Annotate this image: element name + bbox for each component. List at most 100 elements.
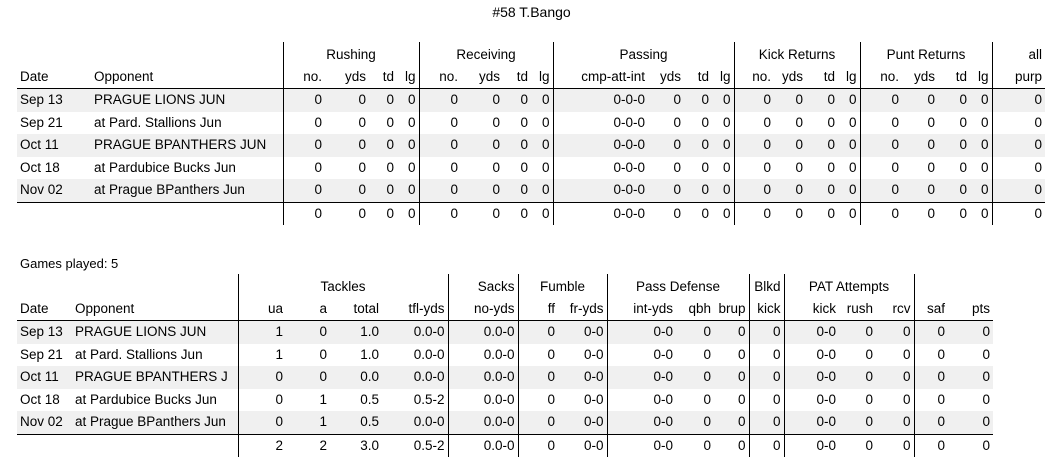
header-cell: no. [418,66,461,89]
offense-group-header-row: Rushing Receiving Passing Kick Returns P… [17,42,1045,66]
stat-cell: 0 [902,134,938,157]
stat-cell: 0 [517,388,558,411]
stat-cell: 0 [838,201,861,225]
stat-cell: 0 [876,320,915,344]
stat-cell: 0 [806,201,838,225]
stat-cell: 0 [838,179,861,202]
table-row: Oct 18 at Pardubice Bucks Jun 0 1 0.5 0.5-2 0.… [17,388,993,411]
date-cell: Nov 02 [17,411,72,434]
header-cell: lg [838,66,860,89]
date-cell: Sep 21 [20,346,63,362]
stat-cell: 0.0-0 [447,366,518,389]
stat-cell: 0 [531,111,554,134]
stat-cell: 0.0-0 [447,320,518,344]
stat-cell: 0 [517,343,558,366]
stat-cell: 0 [386,159,394,175]
date-cell: Sep 13 [17,320,72,344]
stat-cell: 0 [703,391,711,407]
offense-stats-table: Rushing Receiving Passing Kick Returns P… [17,42,1045,225]
stat-cell: 0 [838,134,861,157]
stat-cell: 0-0 [783,411,839,434]
group-pat-attempts: PAT Attempts [783,274,914,298]
stat-cell: 0 [795,159,803,175]
stat-cell: 0 [461,179,503,202]
header-cell: lg [531,66,553,89]
stat-cell: 2 [237,433,286,457]
stat-cell: 0 [712,179,735,202]
header-cell: no. [282,66,325,89]
stat-cell: 0.0-0 [382,320,449,344]
stat-cell: 0 [876,366,915,389]
stat-cell: 0 [748,343,784,366]
stat-cell: 1.0 [330,320,382,344]
stat-cell: 0-0 [606,433,676,457]
opponent-cell: PRAGUE LIONS JUN [91,88,283,112]
stat-cell: 0-0 [783,343,839,366]
stat-cell: 0 [913,411,948,434]
stat-cell: 0-0 [783,388,839,411]
opponent-cell: at Pardubice Bucks Jun [94,159,236,175]
group-kick-returns: Kick Returns [733,42,860,66]
stat-cell: 0.0 [330,366,382,389]
stat-cell: 0 [748,433,784,457]
opponent-cell: at Pardubice Bucks Jun [75,391,217,407]
stat-cell: 0 [774,201,806,225]
header-cell: purp [991,66,1045,89]
header-cell: td [684,66,712,89]
stat-cell: 0 [503,88,531,112]
stat-cell: 0.5-2 [382,388,449,411]
table-row: Sep 13 PRAGUE LIONS JUN 1 0 1.0 0.0-0 0.0-0 0 0-… [17,320,993,344]
stat-cell: 0-0 [783,320,839,344]
stat-cell: 0 [676,320,714,344]
stat-cell: 0 [386,114,394,130]
group-sacks: Sacks [447,274,518,298]
table-row: Oct 11 PRAGUE BPANTHERS JUN 0 0 0 0 0 0 0 0 0-0-0 0… [17,134,1045,157]
opponent-cell: PRAGUE BPANTHERS JUN [91,134,283,157]
stat-cell: 0 [369,179,397,202]
group-receiving: Receiving [418,42,553,66]
stat-cell: 0.0-0 [447,411,518,434]
header-cell: int-yds [606,298,676,321]
stat-cell: 1 [237,320,286,344]
stat-cell: 0 [991,134,1045,157]
header-cell: total [330,298,382,321]
stat-cell: 0 [461,88,503,112]
stat-cell: 3.0 [330,433,382,457]
stat-cell: 0 [839,433,876,457]
group-tackles: Tackles [237,274,448,298]
stat-cell: 0 [913,366,948,389]
header-cell: Opponent [91,66,283,89]
header-cell: kick [748,298,784,321]
stat-cell: 0 [237,388,286,411]
stat-cell: 0-0-0 [552,201,648,225]
stat-cell: 0 [714,320,750,344]
stat-cell: 0 [948,320,993,344]
header-cell: cmp-att-int [552,66,648,89]
stat-cell: 0 [492,114,500,130]
stat-cell: 0 [748,411,784,434]
stat-cell: 0-0 [606,411,676,434]
header-cell: Date [17,298,72,321]
stat-cell: 1 [319,391,327,407]
header-cell: tfl-yds [382,298,448,321]
opponent-cell [91,201,283,225]
stat-cell: 0 [461,201,503,225]
header-cell: yds [774,66,806,89]
stat-cell: 0 [492,159,500,175]
header-cell: no. [859,66,902,89]
stat-cell: 0-0-0 [552,111,648,134]
stat-cell: 0 [358,159,366,175]
stat-cell: 0 [865,346,873,362]
stat-cell: 0 [714,411,750,434]
totals-row: 0 0 0 0 0 0 0 0 0-0-0 0 0 0 0 0 0 0 0 0 0 0 0 [17,201,1045,225]
stat-cell: 0 [774,134,806,157]
header-cell: qbh [676,298,714,321]
stat-cell: 0 [684,179,712,202]
stat-cell: 0 [938,201,970,225]
header-cell: lg [397,66,419,89]
header-cell: td [503,66,531,89]
stat-cell: 0-0 [606,388,676,411]
header-cell: ua [237,298,286,321]
stat-cell: 0 [397,156,420,179]
stat-cell: 0 [418,88,461,112]
